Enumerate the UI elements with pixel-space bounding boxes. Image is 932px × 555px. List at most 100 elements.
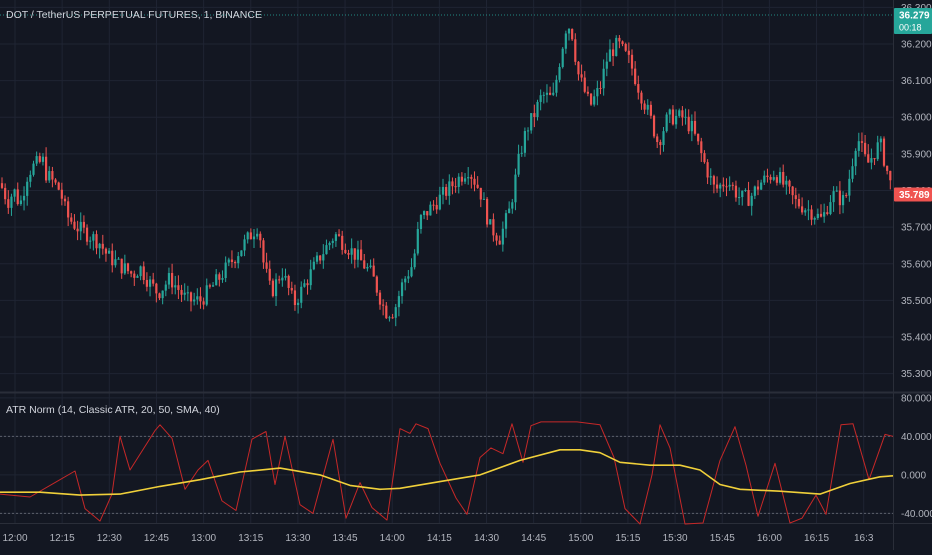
atr-norm-line <box>0 421 894 525</box>
candle-body <box>624 44 627 51</box>
candle-body <box>823 212 826 217</box>
x-tick-label: 13:00 <box>191 533 216 544</box>
candle-body <box>864 142 867 155</box>
x-tick-label: 15:30 <box>663 533 688 544</box>
price-tick-label: 35.300 <box>901 369 932 380</box>
candle-body <box>385 305 388 319</box>
candle-body <box>482 198 486 200</box>
candle-body <box>136 276 139 278</box>
candle-body <box>530 113 533 131</box>
candle-body <box>382 304 385 306</box>
candle-body <box>486 198 489 225</box>
candle-body <box>161 290 164 299</box>
candle-body <box>870 158 873 163</box>
candle-body <box>407 276 410 279</box>
candle-body <box>306 283 309 286</box>
candle-body <box>621 41 624 45</box>
candle-body <box>867 154 870 163</box>
candle-body <box>372 265 375 277</box>
candle-body <box>89 240 92 242</box>
x-tick-label: 13:15 <box>238 533 263 544</box>
candle-body <box>230 259 234 263</box>
time-axis[interactable]: 12:00 12:15 12:30 12:45 13:00 13:15 13:30 13:45… <box>2 533 873 544</box>
candle-body <box>810 209 813 220</box>
candle-body <box>756 186 760 190</box>
candle-body <box>760 182 763 190</box>
candle-body <box>498 240 501 245</box>
candle-body <box>199 296 202 302</box>
candle-body <box>567 29 571 34</box>
indicator-levels <box>0 435 893 514</box>
candle-body <box>649 104 652 116</box>
candle-body <box>13 189 16 197</box>
candle-body <box>315 255 319 262</box>
candle-body <box>158 293 161 299</box>
candle-body <box>738 197 741 199</box>
candle-body <box>637 84 640 93</box>
candle-body <box>549 92 552 95</box>
candle-body <box>889 170 892 181</box>
candle-body <box>271 280 274 297</box>
candle-body <box>675 115 678 125</box>
candle-body <box>479 187 482 200</box>
candle-body <box>139 266 142 277</box>
candle-body <box>747 190 750 206</box>
candle-body <box>700 141 703 154</box>
candle-body <box>574 39 577 62</box>
candle-body <box>328 242 331 246</box>
candle-body <box>687 116 690 132</box>
candle-body <box>542 94 545 96</box>
candle-body <box>504 213 508 229</box>
candle-body <box>766 175 769 178</box>
x-tick-label: 16:15 <box>804 533 829 544</box>
candle-body <box>394 307 397 318</box>
candle-body <box>259 233 262 241</box>
candle-body <box>104 248 108 254</box>
candle-body <box>243 239 246 251</box>
candle-body <box>108 250 111 254</box>
indicator-axis[interactable]: 80.000 40.000 0.000 -40.000 <box>901 393 932 520</box>
candle-body <box>130 271 133 274</box>
candle-body <box>517 153 520 175</box>
candle-body <box>155 283 158 294</box>
candle-body <box>656 136 659 142</box>
candle-body <box>511 202 514 209</box>
last-price-value: 35.789 <box>899 190 930 201</box>
candle-body <box>520 152 523 154</box>
candle-body <box>268 268 271 281</box>
candle-body <box>612 49 615 57</box>
candle-body <box>123 263 126 274</box>
candle-body <box>564 33 567 49</box>
candles <box>0 27 892 327</box>
candle-body <box>586 91 589 94</box>
candle-body <box>41 156 45 162</box>
candle-body <box>451 181 454 187</box>
x-tick-label: 15:00 <box>568 533 593 544</box>
price-tick-label: 35.600 <box>901 259 932 270</box>
candle-body <box>703 153 706 163</box>
candle-body <box>309 269 312 286</box>
candle-body <box>599 88 602 90</box>
candle-body <box>73 221 76 229</box>
candle-body <box>227 259 230 263</box>
candle-body <box>533 113 536 117</box>
candle-body <box>174 285 177 288</box>
x-tick-label: 15:15 <box>615 533 640 544</box>
candle-body <box>252 236 256 240</box>
candle-body <box>177 285 180 290</box>
candle-body <box>290 287 293 291</box>
candle-body <box>476 184 479 188</box>
candle-body <box>397 296 400 308</box>
candle-body <box>728 184 731 187</box>
candle-body <box>208 285 211 287</box>
candle-body <box>205 285 208 305</box>
candle-body <box>593 96 596 105</box>
candle-body <box>715 184 719 189</box>
candle-body <box>152 279 155 284</box>
candle-body <box>16 189 19 205</box>
candle-body <box>215 274 218 286</box>
indicator-title: ATR Norm (14, Classic ATR, 20, 50, SMA, … <box>6 404 220 416</box>
candle-body <box>539 95 542 102</box>
